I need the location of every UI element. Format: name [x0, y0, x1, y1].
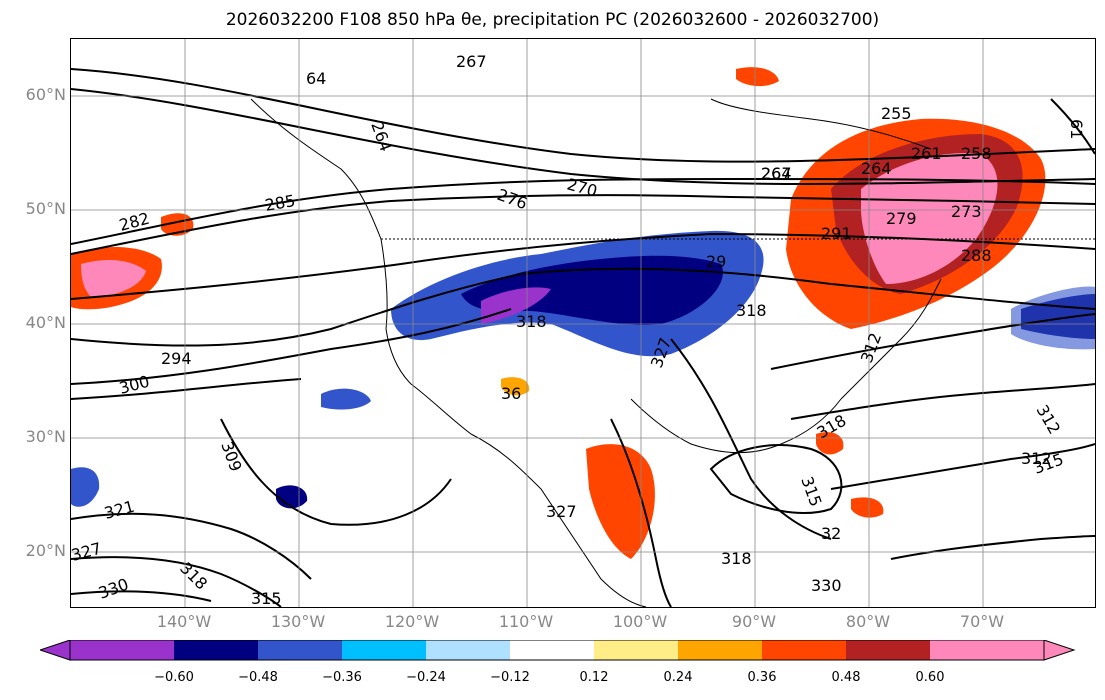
contour-label: 312: [1033, 402, 1065, 438]
precip-positive-alaska: [736, 67, 779, 87]
map-canvas: 264 267 264 276 270 267 255 264 261 258 …: [71, 39, 1095, 607]
contour-label: 285: [263, 191, 296, 215]
map-title: 2026032200 F108 850 hPa θe, precipitatio…: [225, 10, 880, 30]
colorbar-tick: −0.60: [154, 670, 194, 685]
precip-negative-pacific: [321, 388, 371, 410]
colorbar-tick: −0.48: [238, 670, 278, 685]
colorbar: −0.60 −0.48 −0.36 −0.24 −0.12 0.12 0.24 …: [38, 639, 1105, 700]
contour-label: 309: [217, 439, 245, 474]
map-panel: 264 267 264 276 270 267 255 264 261 258 …: [70, 38, 1096, 608]
colorbar-tick: 0.60: [915, 670, 945, 685]
colorbar-bin: [258, 640, 342, 660]
contour-label: 264: [761, 164, 792, 183]
colorbar-bin: [846, 640, 930, 660]
lon-label-110w: 110°W: [498, 612, 554, 631]
lat-label-40n: 40°N: [25, 313, 66, 332]
contour-label: 318: [736, 301, 767, 320]
contour-label: 279: [886, 209, 917, 228]
colorbar-tick: 0.24: [663, 670, 693, 685]
precip-shading: [71, 67, 1095, 559]
contour-label: 315: [797, 474, 825, 509]
precip-negative-purple: [481, 287, 551, 324]
colorbar-bin: [174, 640, 258, 660]
lat-label-30n: 30°N: [25, 427, 66, 446]
contour-label: 276: [495, 185, 530, 213]
lon-label-80w: 80°W: [845, 612, 891, 631]
contour-label: 267: [761, 164, 792, 183]
colorbar-bin: [426, 640, 510, 660]
colorbar-tick: 0.12: [579, 670, 609, 685]
contour-label: 273: [951, 202, 982, 221]
contour-label: 327: [546, 502, 577, 521]
colorbar-arrow-left: [38, 639, 71, 661]
colorbar-tick: −0.24: [406, 670, 446, 685]
contour-label: 267: [456, 52, 487, 71]
contour-label: 321: [102, 497, 136, 523]
colorbar-arrow-right: [1043, 639, 1076, 661]
colorbar-tick: −0.36: [322, 670, 362, 685]
contour-label: 258: [961, 144, 992, 163]
colorbar-tick: 0.48: [831, 670, 861, 685]
precip-positive-ne-pink: [861, 153, 998, 284]
colorbar-tick: 0.36: [747, 670, 777, 685]
contour-label: 291: [821, 224, 852, 243]
contour-label: 261: [911, 144, 942, 163]
precip-negative-ne-outer: [1011, 286, 1095, 350]
colorbar-bin: [510, 640, 594, 660]
contour-label: 255: [881, 104, 912, 123]
contour-label: 270: [565, 175, 599, 201]
contour-label: 294: [161, 349, 192, 368]
colorbar-outline: [69, 639, 1045, 661]
contour-label: 29: [706, 252, 726, 271]
colorbar-bin: [762, 640, 846, 660]
colorbar-bin: [930, 640, 1044, 660]
contour-label: 64: [306, 69, 326, 88]
contour-label: 330: [811, 576, 842, 595]
lon-label-90w: 90°W: [731, 612, 777, 631]
contour-label: 318: [721, 549, 752, 568]
contour-label: 282: [117, 209, 151, 235]
colorbar-swatches: [38, 639, 1076, 661]
lat-label-20n: 20°N: [25, 541, 66, 560]
contour-label: 264: [861, 159, 892, 178]
lat-label-50n: 50°N: [25, 199, 66, 218]
contour-label: 288: [961, 246, 992, 265]
theta-e-contours: [71, 68, 1095, 607]
precip-positive-mexico: [586, 444, 655, 559]
lat-lon-grid: [71, 39, 1095, 607]
precip-positive-caribbean: [851, 497, 884, 518]
contour-label: 330: [96, 574, 131, 602]
contour-label: 318: [516, 312, 547, 331]
contour-label: 327: [71, 539, 104, 565]
lon-label-100w: 100°W: [612, 612, 668, 631]
colorbar-bin: [342, 640, 426, 660]
precip-negative-pacific-2: [276, 485, 308, 509]
colorbar-tick: −0.12: [490, 670, 530, 685]
lat-label-60n: 60°N: [25, 85, 66, 104]
contour-label: 312: [857, 330, 885, 365]
contour-label: 312: [1021, 449, 1052, 468]
precip-positive-west-pink: [81, 259, 146, 297]
precip-negative-west-edge: [71, 467, 100, 507]
lon-label-130w: 130°W: [270, 612, 326, 631]
lon-label-120w: 120°W: [384, 612, 440, 631]
colorbar-bin: [594, 640, 678, 660]
contour-label: 32: [821, 524, 841, 543]
precip-positive-texas: [501, 377, 530, 396]
lon-label-140w: 140°W: [156, 612, 212, 631]
contour-label: 315: [251, 589, 282, 607]
colorbar-bin: [678, 640, 762, 660]
contour-label: 36: [501, 384, 521, 403]
colorbar-bin: [70, 640, 174, 660]
contour-label: 61: [1067, 119, 1086, 139]
lon-label-70w: 70°W: [959, 612, 1005, 631]
